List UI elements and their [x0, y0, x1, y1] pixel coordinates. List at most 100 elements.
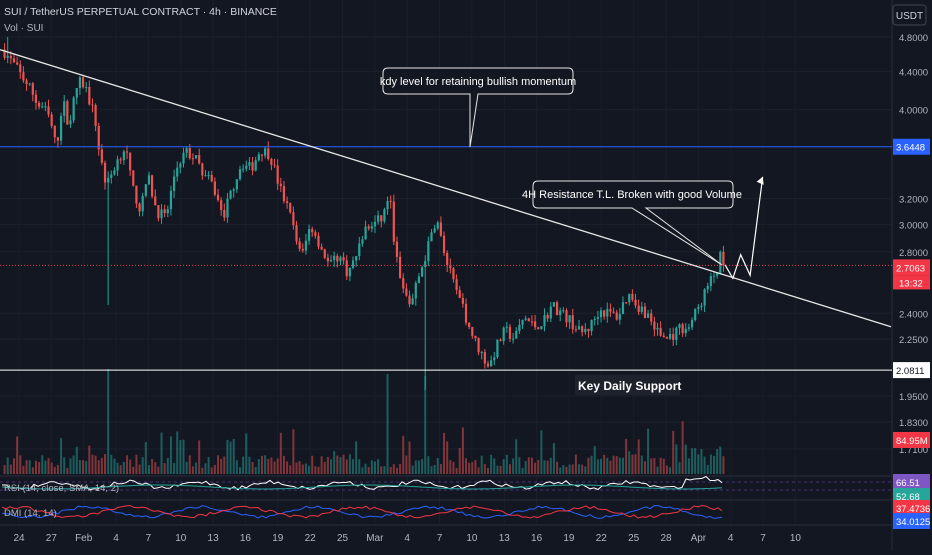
projection-arrow-icon	[756, 176, 764, 185]
volume-bar	[370, 460, 373, 474]
dmi-minus-badge[interactable]: 37.4736	[893, 500, 930, 516]
svg-text:52.68: 52.68	[896, 492, 920, 503]
volume-bar	[675, 444, 678, 474]
rsi-pane[interactable]: RSI (14, close, SMA, 14, 2)	[0, 475, 892, 494]
volume-bar	[508, 464, 511, 474]
projection-path[interactable]	[724, 176, 764, 280]
candle-body	[430, 232, 433, 242]
volume-bar	[12, 458, 15, 474]
volume-bar	[176, 431, 179, 474]
volume-bar	[515, 439, 518, 474]
candle-body	[31, 83, 34, 95]
svg-text:34.0125: 34.0125	[896, 517, 930, 528]
price-badge-support[interactable]: 2.0811	[893, 362, 930, 379]
volume-bar	[449, 460, 452, 474]
candle-body	[213, 181, 216, 195]
volume-bar	[678, 462, 681, 474]
volume-bar	[653, 458, 656, 474]
chart-title[interactable]: SUI / TetherUS PERPETUAL CONTRACT · 4h ·…	[4, 6, 277, 18]
time-tick-label: 22	[596, 533, 608, 544]
volume-bar	[273, 461, 276, 474]
candle-body	[138, 203, 141, 212]
dmi-plus-badge[interactable]: 34.0125	[893, 513, 930, 529]
candle-body	[235, 179, 238, 190]
candle-body	[455, 279, 458, 291]
volume-bar	[452, 461, 455, 474]
volume-bar	[461, 427, 464, 474]
volume-bar	[69, 458, 72, 474]
candle-body	[12, 58, 16, 63]
volume-bar	[113, 458, 116, 474]
candle-body	[496, 339, 499, 358]
candle-body	[524, 318, 527, 320]
candle-body	[521, 319, 524, 325]
dmi-pane[interactable]: DMI (14, 14)	[0, 499, 892, 519]
candle-body	[599, 310, 603, 318]
candle-body	[320, 246, 323, 250]
label-support[interactable]: Key Daily Support	[575, 375, 681, 395]
svg-text:37.4736: 37.4736	[896, 504, 930, 515]
candle-body	[562, 310, 565, 312]
candle-body	[88, 87, 91, 105]
candle-body	[69, 120, 72, 125]
candle-body	[515, 330, 518, 339]
price-badge-last[interactable]: 2.7063 13:32	[893, 259, 930, 290]
candle-body	[414, 283, 417, 299]
volume-bar	[713, 455, 716, 474]
volume-bar	[311, 455, 314, 474]
candle-body	[254, 160, 257, 171]
volume-bar	[125, 455, 128, 474]
candle-body	[72, 97, 75, 121]
volume-bar	[433, 464, 436, 474]
candle-body	[490, 360, 493, 367]
volume-bar	[389, 466, 392, 474]
callout-bullish[interactable]: kdy level for retaining bullish momentum	[380, 67, 576, 148]
volume-bar	[628, 451, 631, 474]
candle-body	[502, 327, 505, 342]
candle-body	[383, 209, 386, 222]
volume-bar	[373, 461, 376, 474]
candle-body	[405, 288, 408, 296]
currency-button[interactable]: USDT	[892, 4, 927, 26]
volume-legend[interactable]: Vol · SUI	[4, 23, 43, 34]
volume-bar	[546, 460, 549, 474]
volume-bar	[339, 457, 342, 474]
volume-bar	[565, 466, 568, 474]
callout-resistance[interactable]: 4H Resistance T.L. Broken with good Volu…	[522, 180, 742, 266]
resistance-trendline[interactable]	[0, 49, 892, 328]
price-tick-label: 2.2500	[899, 335, 928, 346]
volume-bar	[480, 455, 483, 474]
rsi-label[interactable]: RSI (14, close, SMA, 14, 2)	[4, 483, 119, 494]
rsi-badge[interactable]: 66.51	[893, 474, 930, 490]
candle-body	[326, 257, 329, 262]
volume-bar	[50, 462, 53, 474]
candle-body	[656, 327, 659, 330]
volume-bar	[3, 465, 6, 474]
candle-body	[662, 335, 665, 338]
volume-bar	[242, 456, 245, 474]
volume-bar	[719, 446, 722, 474]
volume-bar	[392, 464, 395, 474]
volume-bar	[665, 465, 668, 474]
price-axis[interactable]: 4.8000 4.4000 4.0000 3.2000 3.0000 2.8000 2.40…	[893, 33, 930, 529]
volume-bar	[386, 374, 389, 474]
dmi-label[interactable]: DMI (14, 14)	[4, 508, 57, 519]
volume-bar	[264, 455, 267, 474]
volume-bar	[129, 459, 132, 474]
candle-body	[621, 302, 625, 315]
price-badge-level-high[interactable]: 3.6448	[893, 138, 930, 155]
volume-bar	[590, 455, 593, 474]
volume-bar	[251, 461, 254, 474]
volume-bar	[19, 455, 22, 474]
volume-bar	[223, 456, 226, 474]
candle-body	[646, 313, 650, 318]
candles[interactable]	[3, 37, 725, 390]
volume-bar	[210, 467, 213, 474]
volume-bar	[502, 459, 505, 474]
time-axis[interactable]: 24 27 Feb 4 7 10 13 16 19 22 25 Mar 4 7 10 13 16 19 22 25 28…	[13, 533, 801, 544]
volume-bar	[201, 467, 204, 474]
time-tick-label: 4	[404, 533, 410, 544]
volume-badge[interactable]: 84.95M	[893, 432, 930, 448]
